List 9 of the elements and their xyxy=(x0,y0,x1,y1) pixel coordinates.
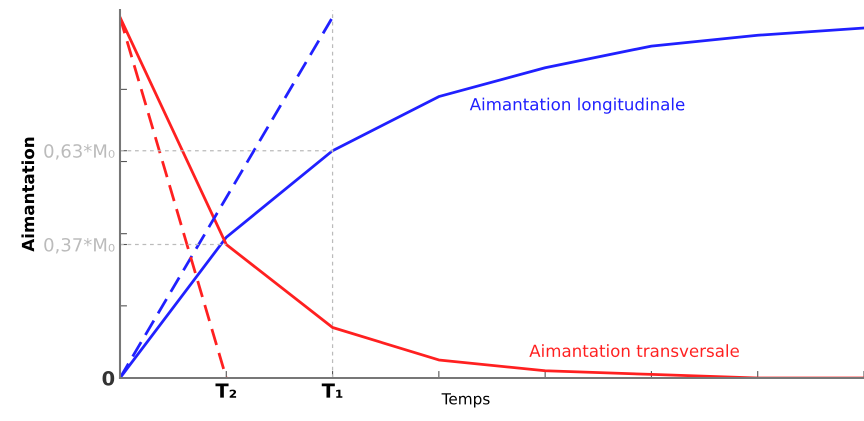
series-label: Aimantation transversale xyxy=(529,344,739,358)
x-tick-label: T₁ xyxy=(322,383,342,398)
x-axis-title: Temps xyxy=(442,393,490,408)
y-tick-label: 0,37*M₀ xyxy=(44,238,115,254)
y-tick-label: 0,63*M₀ xyxy=(44,144,115,160)
y-tick-label: 0 xyxy=(102,370,114,386)
x-tick-label: T₂ xyxy=(215,383,236,398)
series-label: Aimantation longitudinale xyxy=(470,98,684,114)
y-axis-title: Aimantation xyxy=(21,138,34,252)
